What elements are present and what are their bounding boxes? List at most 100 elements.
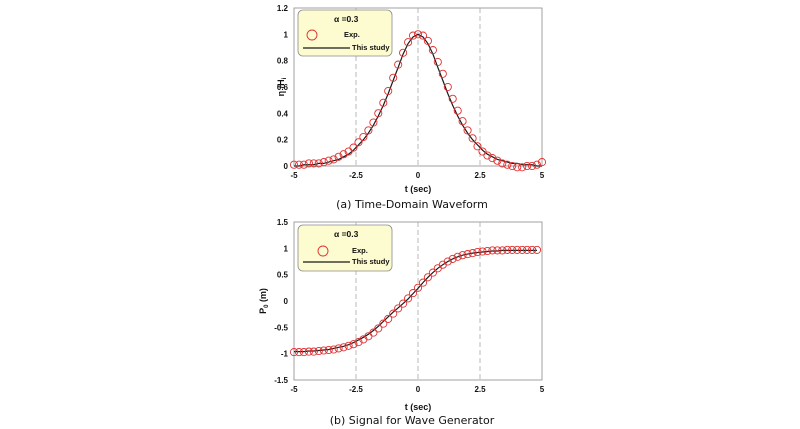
data-point-exp (369, 118, 378, 127)
data-point-exp (389, 73, 398, 82)
data-point-exp (493, 156, 502, 165)
data-point-exp (528, 161, 537, 171)
data-point-exp (423, 273, 432, 282)
legend-label-model-a: This study (352, 43, 390, 52)
data-point-exp (493, 246, 502, 255)
data-point-exp (513, 163, 522, 172)
data-point-exp (458, 117, 467, 126)
x-tick-label: -2.5 (349, 171, 363, 180)
data-point-exp (453, 106, 462, 115)
data-point-exp (523, 245, 532, 254)
legend-label-exp-a: Exp. (344, 30, 360, 39)
series-line-this-study (294, 249, 537, 353)
model-curve-b (294, 249, 537, 353)
data-point-exp (379, 98, 388, 107)
data-point-exp (463, 126, 472, 135)
y-tick-label: 0.4 (277, 109, 289, 118)
data-point-exp (304, 159, 313, 168)
data-point-exp (508, 161, 517, 171)
data-point-exp (399, 48, 408, 57)
data-point-exp (418, 278, 428, 287)
data-point-exp (394, 60, 403, 69)
data-point-exp (384, 86, 393, 96)
data-point-exp (379, 319, 388, 328)
legend-marker-exp-a (306, 29, 318, 41)
data-point-exp (399, 299, 408, 308)
data-point-exp (503, 160, 512, 169)
y-tick-label: -1.5 (274, 376, 288, 385)
panel-a: 0 0.2 0.4 0.6 0.8 1 1.2 -5 -2.5 0 2.5 5 α =0.3 Exp… (276, 4, 547, 211)
legend-label-exp-b: Exp. (352, 246, 368, 255)
data-point-exp (478, 247, 487, 256)
data-point-exp (339, 343, 348, 352)
data-point-exp (528, 245, 537, 254)
data-point-exp (329, 155, 338, 164)
data-point-exp (413, 30, 423, 39)
y-ticks-b: -1.5 -1 -0.5 0 0.5 1 1.5 (274, 218, 288, 385)
data-point-exp (404, 294, 413, 303)
data-point-exp (324, 345, 333, 355)
x-tick-label: 2.5 (474, 171, 486, 180)
data-point-exp (428, 268, 437, 277)
data-point-exp (344, 147, 353, 156)
data-point-exp (369, 328, 378, 337)
data-point-exp (349, 143, 358, 152)
data-point-exp (448, 94, 457, 103)
x-axis-label-a: t (sec) (405, 184, 432, 194)
y-tick-label: 1.5 (277, 218, 289, 227)
y-tick-label: 0.2 (277, 136, 289, 145)
data-point-exp (478, 147, 487, 156)
data-point-exp (299, 160, 308, 169)
legend-title-a: α =0.3 (334, 14, 359, 24)
x-ticks-a: -5 -2.5 0 2.5 5 (290, 171, 544, 180)
x-tick-label: -5 (290, 171, 298, 180)
data-point-exp (448, 254, 457, 263)
y-tick-label: -0.5 (274, 323, 288, 332)
y-tick-label: 1.2 (277, 4, 289, 13)
data-point-exp (508, 245, 517, 254)
legend-marker-exp-b (317, 245, 329, 257)
y-tick-label: 1 (284, 244, 289, 253)
y-tick-label: 0.8 (277, 57, 289, 66)
data-point-exp (473, 247, 482, 257)
data-point-exp (408, 289, 418, 298)
data-point-exp (498, 246, 507, 255)
data-point-exp (428, 46, 437, 55)
y-axis-label-a-sub: i (282, 77, 288, 79)
data-point-exp (523, 161, 532, 171)
exp-points-b (289, 245, 542, 357)
data-point-exp (294, 348, 304, 357)
legend-b: α =0.3 Exp. This study (297, 224, 393, 272)
data-point-exp (294, 160, 304, 169)
data-point-exp (299, 348, 308, 357)
data-point-exp (438, 69, 447, 78)
legend-title-b: α =0.3 (334, 229, 359, 239)
data-point-exp (537, 158, 547, 167)
data-point-exp (354, 338, 363, 347)
data-point-exp (384, 314, 393, 323)
data-point-exp (468, 249, 477, 258)
data-point-exp (354, 138, 363, 147)
data-point-exp (488, 154, 497, 163)
y-tick-label: 0 (284, 162, 289, 171)
data-point-exp (463, 250, 472, 259)
data-point-exp (404, 38, 413, 47)
x-tick-label: 0 (416, 171, 421, 180)
data-point-exp (334, 152, 343, 161)
data-point-exp (374, 109, 383, 118)
data-point-exp (532, 245, 542, 254)
exp-points-a (289, 30, 547, 172)
y-ticks-a: 0 0.2 0.4 0.6 0.8 1 1.2 (277, 4, 289, 171)
data-point-exp (349, 340, 358, 349)
data-point-exp (324, 156, 333, 165)
y-axis-label-b-sub: 0 (264, 304, 270, 308)
y-tick-label: 1 (284, 30, 289, 39)
data-point-exp (309, 159, 318, 168)
y-axis-label-b: P0 (m) (258, 288, 270, 314)
data-point-exp (309, 347, 318, 356)
x-tick-label: 2.5 (474, 385, 486, 394)
y-axis-label-a: η /Hi (276, 77, 288, 96)
data-point-exp (518, 245, 527, 254)
x-tick-label: -5 (290, 385, 298, 394)
